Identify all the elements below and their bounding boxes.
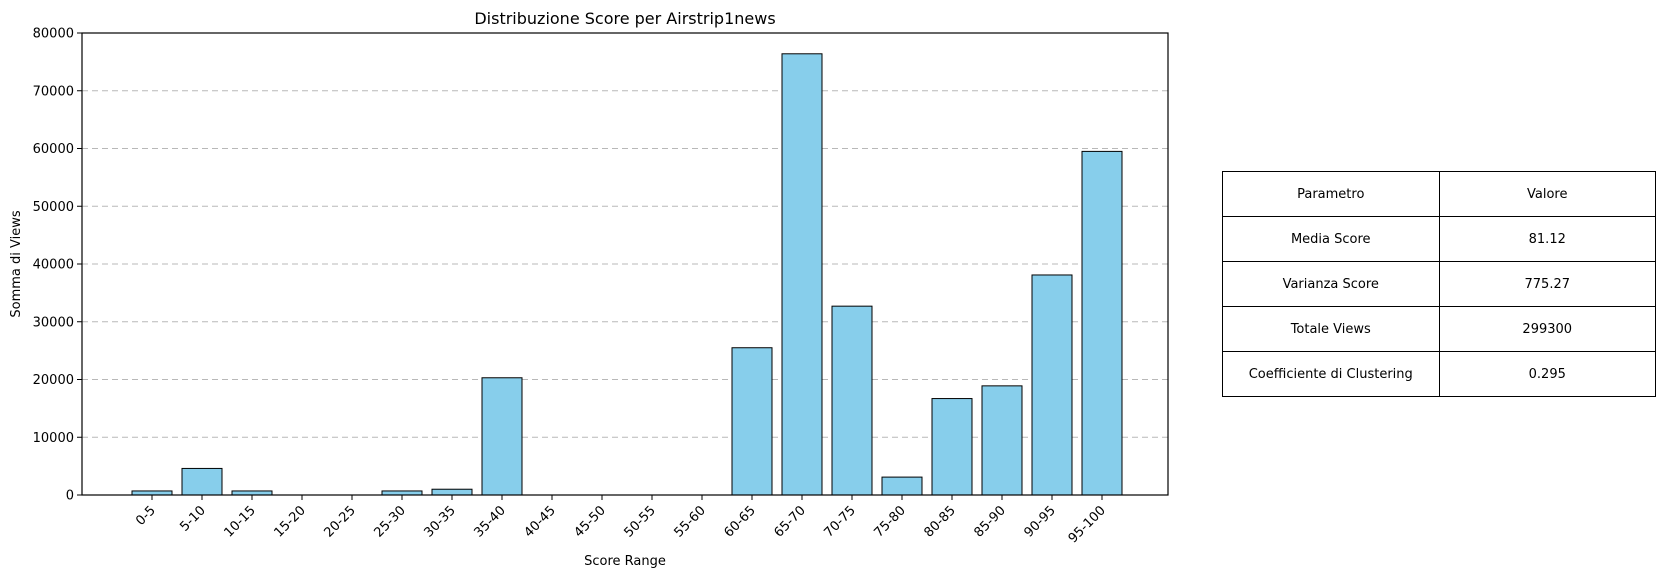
x-tick-label: 65-70 <box>772 503 809 540</box>
y-tick-label: 80000 <box>33 27 74 42</box>
y-tick-label: 60000 <box>33 142 74 157</box>
bars <box>131 53 1123 496</box>
y-tick-label: 50000 <box>33 200 74 215</box>
table-cell-value: 299300 <box>1438 306 1656 352</box>
bar-35-40 <box>481 377 523 496</box>
bar-25-30 <box>381 490 423 496</box>
x-tick-label: 15-20 <box>272 503 309 540</box>
y-tick-label: 20000 <box>33 373 74 388</box>
table-cell-param: Media Score <box>1222 216 1440 262</box>
bar-70-75 <box>831 305 873 496</box>
table-cell-value: 775.27 <box>1438 261 1656 307</box>
table-cell-value: 81.12 <box>1438 216 1656 262</box>
table-row: Varianza Score 775.27 <box>1222 261 1656 307</box>
x-tick-label: 80-85 <box>922 503 959 540</box>
y-axis-label: Somma di Views <box>9 210 24 317</box>
bar-10-15 <box>231 490 273 496</box>
table-row: Totale Views 299300 <box>1222 306 1656 352</box>
x-tick-label: 60-65 <box>722 503 759 540</box>
x-axis-label: Score Range <box>584 554 666 569</box>
stats-table: Parametro Valore Media Score 81.12 Varia… <box>1222 171 1656 397</box>
bar-30-35 <box>431 488 473 496</box>
bar-95-100 <box>1081 150 1123 496</box>
bar-0-5 <box>131 490 173 496</box>
x-tick-label: 55-60 <box>672 503 709 540</box>
x-tick-label: 25-30 <box>372 503 409 540</box>
table-cell-param: Coefficiente di Clustering <box>1222 351 1440 397</box>
table-row: Coefficiente di Clustering 0.295 <box>1222 351 1656 397</box>
x-tick-label: 75-80 <box>872 503 909 540</box>
y-tick-label: 30000 <box>33 315 74 330</box>
y-tick-label: 40000 <box>33 258 74 273</box>
bar-85-90 <box>981 385 1023 496</box>
table-header-row: Parametro Valore <box>1222 171 1656 217</box>
bar-80-85 <box>931 398 973 496</box>
x-tick-label: 0-5 <box>133 503 159 529</box>
x-tick-label: 40-45 <box>522 503 559 540</box>
table-row: Media Score 81.12 <box>1222 216 1656 262</box>
table-cell-value: 0.295 <box>1438 351 1656 397</box>
table-cell-param: Totale Views <box>1222 306 1440 352</box>
table-cell-param: Varianza Score <box>1222 261 1440 307</box>
x-tick-label: 20-25 <box>322 503 359 540</box>
bar-90-95 <box>1031 274 1073 496</box>
x-tick-label: 30-35 <box>422 503 459 540</box>
x-tick-label: 35-40 <box>472 503 509 540</box>
y-tick-label: 70000 <box>33 84 74 99</box>
table-header-cell: Parametro <box>1222 171 1440 217</box>
bar-60-65 <box>731 347 773 496</box>
y-tick-label: 0 <box>66 489 74 504</box>
x-tick-label: 90-95 <box>1022 503 1059 540</box>
y-tick-label: 10000 <box>33 431 74 446</box>
chart-title: Distribuzione Score per Airstrip1news <box>474 9 775 28</box>
x-axis-ticks: 0-5 5-10 10-15 15-20 20-25 25-30 30-35 35-40 40-… <box>133 495 1109 546</box>
x-tick-label: 95-100 <box>1066 503 1109 546</box>
bar-65-70 <box>781 53 823 496</box>
x-tick-label: 5-10 <box>177 503 208 534</box>
grid-lines <box>82 90 1168 438</box>
bar-75-80 <box>881 476 923 496</box>
x-tick-label: 10-15 <box>222 503 259 540</box>
bar-5-10 <box>181 467 223 496</box>
x-tick-label: 70-75 <box>822 503 859 540</box>
x-tick-label: 85-90 <box>972 503 1009 540</box>
x-tick-label: 45-50 <box>572 503 609 540</box>
table-header-cell: Valore <box>1438 171 1656 217</box>
y-axis-ticks: 0 10000 20000 30000 40000 50000 60000 70000 8000… <box>33 27 82 504</box>
x-tick-label: 50-55 <box>622 503 659 540</box>
